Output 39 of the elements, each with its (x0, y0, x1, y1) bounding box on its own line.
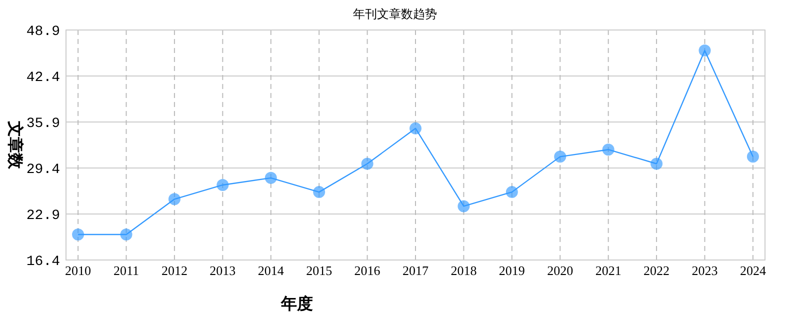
y-tick-label: 16.4 (26, 254, 60, 270)
x-tick-label: 2021 (595, 263, 622, 278)
point (72, 228, 84, 241)
x-tick-label: 2022 (644, 263, 670, 278)
x-tick-label: 2016 (354, 263, 381, 278)
point (120, 228, 132, 241)
point (361, 158, 374, 170)
point (506, 186, 518, 198)
chart-title: 年刊文章数趋势 (353, 7, 437, 21)
x-tick-label: 2011 (113, 263, 140, 278)
y-tick-label: 48.9 (26, 24, 60, 40)
y-tick-label: 22.9 (26, 208, 60, 224)
point (698, 44, 711, 57)
x-tick-label: 2015 (306, 263, 332, 278)
x-axis-title: 年度 (280, 294, 313, 313)
x-tick-label: 2024 (740, 263, 766, 278)
x-tick-label: 2017 (402, 263, 429, 278)
y-tick-label: 35.9 (26, 116, 60, 132)
x-tick-label: 2019 (498, 263, 525, 278)
point (650, 158, 663, 170)
point (746, 150, 759, 163)
point (602, 144, 614, 156)
x-tick-label: 2014 (258, 263, 284, 278)
point (410, 122, 422, 134)
x-tick-label: 2012 (161, 263, 188, 278)
point (554, 150, 566, 163)
y-tick-label: 29.4 (26, 162, 60, 178)
x-tick-label: 2010 (65, 263, 92, 278)
point (313, 186, 326, 198)
point (168, 193, 180, 206)
x-tick-label: 2023 (692, 263, 718, 278)
point (264, 172, 277, 184)
point (216, 178, 229, 191)
x-tick-label: 2018 (450, 263, 477, 278)
y-tick-label: 42.4 (26, 70, 60, 86)
x-tick-label: 2020 (547, 263, 574, 278)
point (458, 200, 470, 212)
y-axis-title: 文章数 (6, 120, 25, 170)
x-tick-label: 2013 (210, 263, 236, 278)
